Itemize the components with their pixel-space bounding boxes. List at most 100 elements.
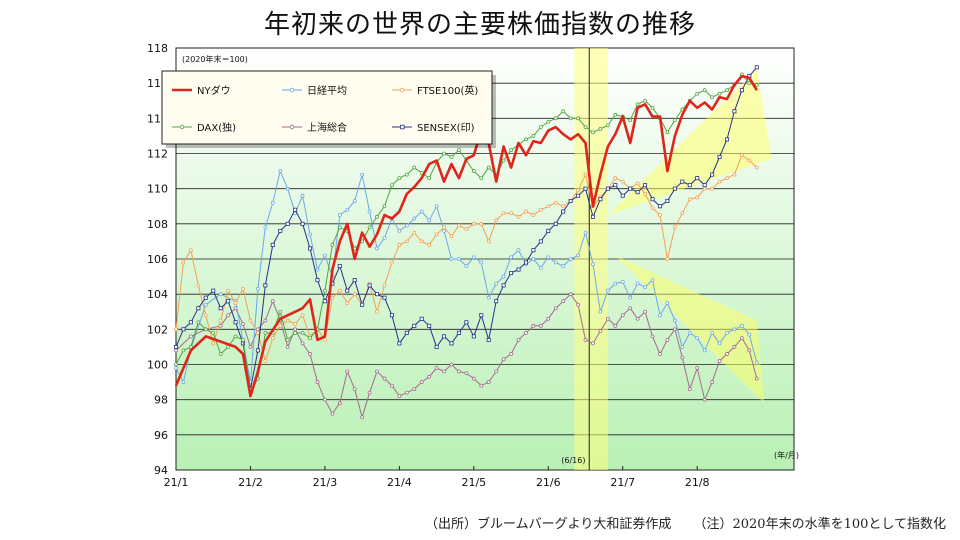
data-point xyxy=(270,242,275,247)
data-point xyxy=(382,376,387,381)
data-point xyxy=(226,299,231,304)
data-point xyxy=(695,195,700,200)
legend-marker xyxy=(399,87,405,93)
data-point xyxy=(702,183,707,188)
data-point xyxy=(241,337,245,342)
data-point xyxy=(583,186,588,191)
x-tick-label: 21/3 xyxy=(313,476,338,489)
data-point xyxy=(546,255,551,260)
legend-marker xyxy=(289,124,295,130)
data-point xyxy=(628,186,633,191)
data-point xyxy=(613,323,618,328)
data-point xyxy=(687,197,692,202)
data-point xyxy=(702,88,707,93)
data-point xyxy=(188,345,193,349)
data-point xyxy=(665,130,670,135)
data-point xyxy=(598,197,603,202)
data-point xyxy=(457,148,461,152)
data-point xyxy=(516,248,521,253)
data-point xyxy=(672,186,677,191)
data-point xyxy=(598,329,603,333)
data-point xyxy=(278,169,283,173)
data-point xyxy=(710,380,714,384)
data-point xyxy=(695,366,700,370)
data-point xyxy=(553,306,558,311)
data-point xyxy=(375,292,380,297)
data-point xyxy=(248,318,253,323)
data-point xyxy=(665,257,670,261)
data-point xyxy=(531,248,536,253)
data-point xyxy=(345,301,350,305)
y-tick-label: 94 xyxy=(154,464,168,477)
series-layer xyxy=(173,65,759,420)
data-point xyxy=(538,265,543,270)
data-point xyxy=(218,292,223,297)
data-point xyxy=(643,309,647,314)
data-point xyxy=(643,183,648,188)
data-point xyxy=(404,223,409,228)
data-point xyxy=(174,362,178,367)
data-point xyxy=(367,390,372,395)
data-point xyxy=(218,352,223,356)
data-point xyxy=(270,200,275,205)
data-point xyxy=(270,336,275,341)
data-point xyxy=(449,362,454,367)
y-tick-label: 118 xyxy=(147,42,168,55)
data-point xyxy=(255,348,260,353)
data-point xyxy=(464,227,469,232)
data-point xyxy=(479,313,484,318)
data-point xyxy=(419,380,424,384)
data-point xyxy=(203,313,208,318)
data-point xyxy=(412,387,417,392)
data-point xyxy=(725,176,729,181)
data-point xyxy=(590,214,595,219)
data-point xyxy=(695,91,700,96)
data-point xyxy=(412,165,417,170)
data-point xyxy=(501,158,506,163)
legend-label: 日経平均 xyxy=(307,84,347,97)
data-point xyxy=(226,313,231,318)
data-point xyxy=(672,318,677,323)
data-point xyxy=(352,387,357,392)
data-point xyxy=(203,302,208,307)
data-point xyxy=(747,158,752,163)
data-point xyxy=(211,341,216,346)
data-point xyxy=(591,130,595,135)
data-point xyxy=(270,299,275,304)
data-point xyxy=(628,306,633,311)
data-point xyxy=(568,257,573,261)
y-tick-label: 104 xyxy=(147,288,168,301)
data-point xyxy=(278,323,283,328)
data-point xyxy=(643,98,647,103)
data-point xyxy=(382,235,387,240)
data-point xyxy=(173,344,178,349)
data-point xyxy=(680,211,685,216)
data-point xyxy=(620,313,625,318)
data-point xyxy=(598,309,603,314)
data-point xyxy=(620,193,625,198)
data-point xyxy=(308,232,312,237)
data-point xyxy=(241,286,245,291)
data-point xyxy=(427,243,432,247)
data-point xyxy=(285,186,290,191)
data-point xyxy=(687,330,692,335)
legend-label: NYダウ xyxy=(197,84,231,97)
data-point xyxy=(300,341,305,346)
uptrend-wedge xyxy=(607,69,772,216)
data-point xyxy=(174,348,178,353)
data-point xyxy=(754,65,759,70)
data-point xyxy=(538,207,543,212)
data-point xyxy=(501,211,506,216)
data-point xyxy=(419,209,424,214)
data-point xyxy=(591,341,595,346)
legend-label: 上海総合 xyxy=(307,121,347,134)
data-point xyxy=(427,176,432,181)
data-point xyxy=(464,264,469,268)
data-point xyxy=(412,230,417,235)
data-point xyxy=(509,211,513,216)
data-point xyxy=(658,352,662,356)
data-point xyxy=(531,257,536,261)
x-tick-label: 21/8 xyxy=(685,476,710,489)
data-point xyxy=(404,390,409,395)
